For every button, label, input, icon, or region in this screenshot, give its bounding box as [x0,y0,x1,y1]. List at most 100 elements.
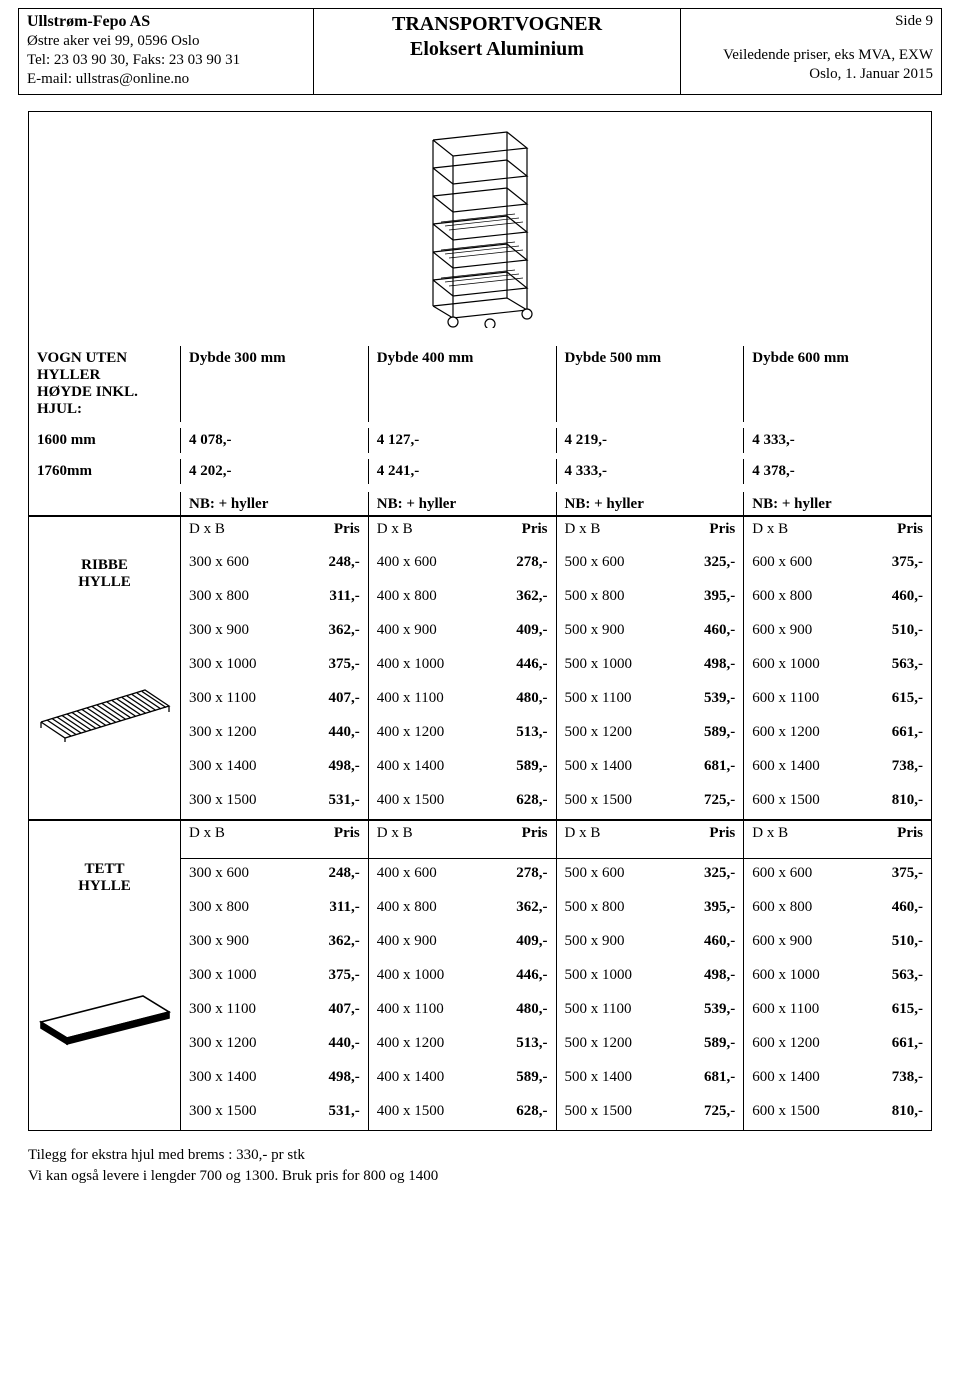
price-row: 300 x 600248,- [181,554,368,588]
dxb-value: 500 x 1100 [565,690,686,707]
price-row: 400 x 1000446,- [369,967,556,1001]
price-row: 500 x 600325,- [557,859,744,899]
vogn-price: 4 078,- [181,428,369,453]
pris-value: 513,- [498,724,548,741]
pris-value: 409,- [498,622,548,639]
dxb-value: 300 x 1500 [189,1103,310,1120]
company-address: Østre aker vei 99, 0596 Oslo [27,32,305,51]
dxb-value: 300 x 900 [189,933,310,950]
dxb-value: 400 x 600 [377,865,498,882]
pris-value: 498,- [310,1069,360,1086]
pris-value: 460,- [685,933,735,950]
vogn-nb-note: NB: + hyller [181,492,369,515]
pris-value: 563,- [873,967,923,984]
dxb-value: 600 x 1500 [752,1103,873,1120]
price-row: 400 x 1200513,- [369,724,556,758]
pris-value: 539,- [685,690,735,707]
price-row: 600 x 1500810,- [744,1103,931,1130]
footer-line-2: Vi kan også levere i lengder 700 og 1300… [28,1166,932,1186]
dxb-value: 300 x 1100 [189,1001,310,1018]
pris-value: 362,- [310,933,360,950]
dxb-value: 300 x 1100 [189,690,310,707]
price-row: 300 x 800311,- [181,899,368,933]
pris-value: 325,- [685,554,735,571]
price-col-header: D x BPris [557,821,744,858]
dxb-value: 300 x 1200 [189,724,310,741]
pris-header: Pris [498,521,548,538]
pris-value: 738,- [873,1069,923,1086]
dxb-header: D x B [189,825,310,842]
dxb-value: 500 x 800 [565,588,686,605]
doc-title-line1: TRANSPORTVOGNER [322,12,672,37]
dxb-value: 600 x 1100 [752,690,873,707]
pris-value: 531,- [310,792,360,809]
dxb-value: 300 x 1000 [189,967,310,984]
pris-value: 725,- [685,792,735,809]
price-row: 400 x 1200513,- [369,1035,556,1069]
dxb-header: D x B [377,825,498,842]
price-row: 600 x 1200661,- [744,1035,931,1069]
pris-value: 498,- [685,967,735,984]
pris-value: 325,- [685,865,735,882]
pris-value: 738,- [873,758,923,775]
price-columns: D x BPris300 x 600248,-300 x 800311,-300… [181,517,931,819]
pris-value: 661,- [873,724,923,741]
price-row: 500 x 1400681,- [557,758,744,792]
dxb-header: D x B [565,825,686,842]
price-row: 600 x 1000563,- [744,656,931,690]
pris-header: Pris [685,825,735,842]
price-row: 600 x 1200661,- [744,724,931,758]
price-row: 500 x 1400681,- [557,1069,744,1103]
price-row: 600 x 1000563,- [744,967,931,1001]
pris-value: 539,- [685,1001,735,1018]
pris-value: 510,- [873,622,923,639]
empty-cell [29,492,181,515]
product-illustration [29,112,931,346]
pris-header: Pris [498,825,548,842]
dxb-value: 500 x 1100 [565,1001,686,1018]
pris-value: 375,- [873,865,923,882]
dxb-value: 400 x 1100 [377,1001,498,1018]
dxb-header: D x B [752,825,873,842]
pris-value: 628,- [498,1103,548,1120]
dxb-value: 600 x 900 [752,933,873,950]
pris-header: Pris [873,825,923,842]
price-col-header: D x BPris [369,821,556,858]
dxb-value: 600 x 1400 [752,1069,873,1086]
dxb-value: 400 x 1100 [377,690,498,707]
company-name: Ullstrøm-Fepo AS [27,12,305,32]
dxb-header: D x B [189,521,310,538]
price-row: 400 x 800362,- [369,588,556,622]
price-row: 400 x 1500628,- [369,792,556,819]
price-col-header: D x BPris [369,517,556,554]
vogn-table: VOGN UTEN HYLLER HØYDE INKL. HJUL: Dybde… [29,346,931,515]
doc-title-line2: Eloksert Aluminium [322,37,672,62]
pris-header: Pris [873,521,923,538]
price-row: 400 x 600278,- [369,554,556,588]
price-row: 500 x 800395,- [557,899,744,933]
price-row: 300 x 1200440,- [181,724,368,758]
header-company-block: Ullstrøm-Fepo AS Østre aker vei 99, 0596… [19,9,314,94]
dxb-value: 500 x 600 [565,865,686,882]
price-row: 300 x 1500531,- [181,1103,368,1130]
dxb-value: 600 x 900 [752,622,873,639]
price-column: D x BPris300 x 600248,-300 x 800311,-300… [181,517,369,819]
pris-value: 248,- [310,865,360,882]
price-row: 600 x 1500810,- [744,792,931,819]
price-column: D x BPris300 x 600248,-300 x 800311,-300… [181,821,369,1130]
price-col-header: D x BPris [744,821,931,858]
price-row: 600 x 600375,- [744,554,931,588]
pris-value: 407,- [310,1001,360,1018]
price-row: 400 x 1100480,- [369,1001,556,1035]
vogn-price: 4 333,- [744,428,931,453]
pris-value: 810,- [873,1103,923,1120]
dxb-value: 400 x 1200 [377,1035,498,1052]
pris-value: 440,- [310,1035,360,1052]
pris-value: 810,- [873,792,923,809]
price-row: 300 x 900362,- [181,933,368,967]
price-row: 500 x 1000498,- [557,967,744,1001]
pris-header: Pris [685,521,735,538]
pris-value: 589,- [498,758,548,775]
dxb-value: 500 x 1200 [565,724,686,741]
dxb-value: 400 x 1500 [377,792,498,809]
